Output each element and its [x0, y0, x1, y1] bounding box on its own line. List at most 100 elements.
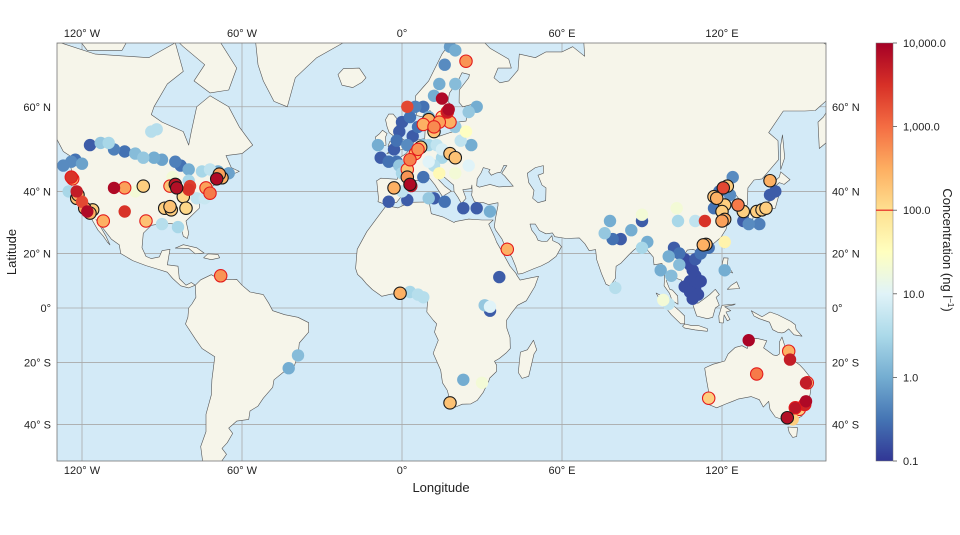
colorbar-gradient [875, 42, 894, 462]
left-lat-tick-label: 0° [40, 303, 51, 315]
sample-point [403, 152, 417, 167]
land-iceland [337, 67, 367, 88]
sample-point [291, 349, 305, 362]
sample-point [742, 217, 755, 231]
sample-point [459, 54, 473, 68]
sample-point [438, 195, 451, 208]
sample-point [718, 264, 731, 277]
sample-point [417, 291, 430, 304]
colorbar-label-main: Concentration (ng l [940, 188, 955, 298]
land-hispaniola [203, 253, 220, 261]
sample-point [163, 199, 177, 214]
colorbar: 10,000.0 1,000.0 100.0 10.0 1.0 0.1 Concentra… [875, 38, 955, 468]
land-greenland [255, 43, 344, 108]
left-lat-tick-label: 40° S [24, 420, 51, 432]
sample-point [718, 235, 731, 249]
sample-point [422, 192, 435, 205]
sample-point [449, 167, 462, 180]
sample-point [401, 138, 414, 152]
sample-point [753, 217, 766, 231]
land-sakhalin [780, 134, 786, 170]
sample-point [83, 138, 97, 152]
sample-point [417, 170, 430, 184]
colorbar-tick-label: 100.0 [903, 205, 931, 217]
sample-point [448, 150, 463, 165]
sample-point [686, 292, 699, 305]
sample-point [433, 167, 446, 180]
land-south-america [185, 274, 310, 461]
sample-point [435, 92, 449, 105]
land-mindanao [726, 281, 740, 290]
sample-point [483, 205, 497, 218]
sample-point [382, 195, 395, 208]
sample-point [182, 163, 195, 176]
sample-point [465, 138, 478, 152]
sample-point [96, 214, 111, 228]
sample-point [780, 410, 795, 425]
sample-point [102, 136, 115, 150]
bottom-lon-tick-label: 120° W [64, 465, 101, 477]
sample-point [701, 391, 716, 405]
left-lat-tick-label: 20° N [23, 249, 51, 261]
sample-point [671, 214, 685, 228]
sample-point [403, 177, 417, 192]
right-lat-tick-label: 20° N [832, 249, 860, 261]
sample-point [799, 376, 813, 389]
sample-point [763, 173, 777, 188]
sample-point [387, 181, 401, 195]
y-axis-label: Latitude [4, 229, 19, 275]
sample-point [788, 401, 803, 415]
right-lat-tick-label: 60° N [832, 102, 860, 114]
sample-point [742, 334, 755, 347]
left-lat-tick-label: 40° N [23, 186, 51, 198]
map-panel [56, 42, 827, 462]
colorbar-tick-label: 10.0 [903, 289, 924, 301]
land-borneo [692, 288, 720, 320]
sample-point [203, 186, 217, 200]
sample-point [179, 201, 193, 215]
sample-point [282, 362, 295, 375]
x-axis-label: Longitude [412, 480, 469, 495]
bottom-lon-tick-label: 60° W [227, 465, 258, 477]
sample-point [169, 155, 182, 168]
sample-point [118, 145, 131, 158]
axis-tick-labels: 120° W 120° W 60° W 60° W 0° 0° 60° E 60° E 120°… [23, 28, 859, 477]
sample-point [75, 195, 89, 208]
sample-point [147, 151, 161, 164]
land-baffin-island [178, 43, 237, 94]
land-sulawesi [718, 303, 736, 324]
bottom-lon-tick-label: 0° [397, 465, 408, 477]
sample-point [769, 185, 782, 198]
sample-point [654, 264, 667, 277]
sample-point [470, 202, 483, 215]
sample-point [635, 241, 649, 254]
left-lat-tick-label: 20° S [24, 357, 51, 369]
sample-point [433, 77, 446, 91]
land-new-guinea [750, 310, 803, 337]
sample-point [500, 242, 515, 257]
sample-point [139, 214, 153, 228]
colorbar-tick-label: 0.1 [903, 456, 918, 468]
sample-point [799, 395, 813, 408]
sample-point [694, 275, 707, 288]
sample-point [449, 77, 462, 91]
sample-point [443, 396, 457, 410]
sample-point [422, 155, 435, 168]
sample-point [427, 120, 441, 134]
land-tasmania [787, 426, 798, 438]
sample-point [107, 181, 121, 195]
sample-point [462, 105, 475, 119]
sample-point [403, 110, 417, 124]
sample-point [462, 159, 475, 172]
sample-point [457, 373, 470, 386]
colorbar-label: Concentration (ng l−1) [940, 188, 955, 311]
sample-point [438, 58, 451, 71]
right-lat-tick-label: 40° S [832, 420, 859, 432]
sample-point [698, 214, 712, 228]
sample-point [169, 181, 184, 195]
sample-point [411, 142, 425, 157]
sample-point [442, 103, 455, 116]
sample-point [118, 205, 131, 218]
sample-point [696, 238, 711, 252]
sample-point [709, 191, 724, 206]
